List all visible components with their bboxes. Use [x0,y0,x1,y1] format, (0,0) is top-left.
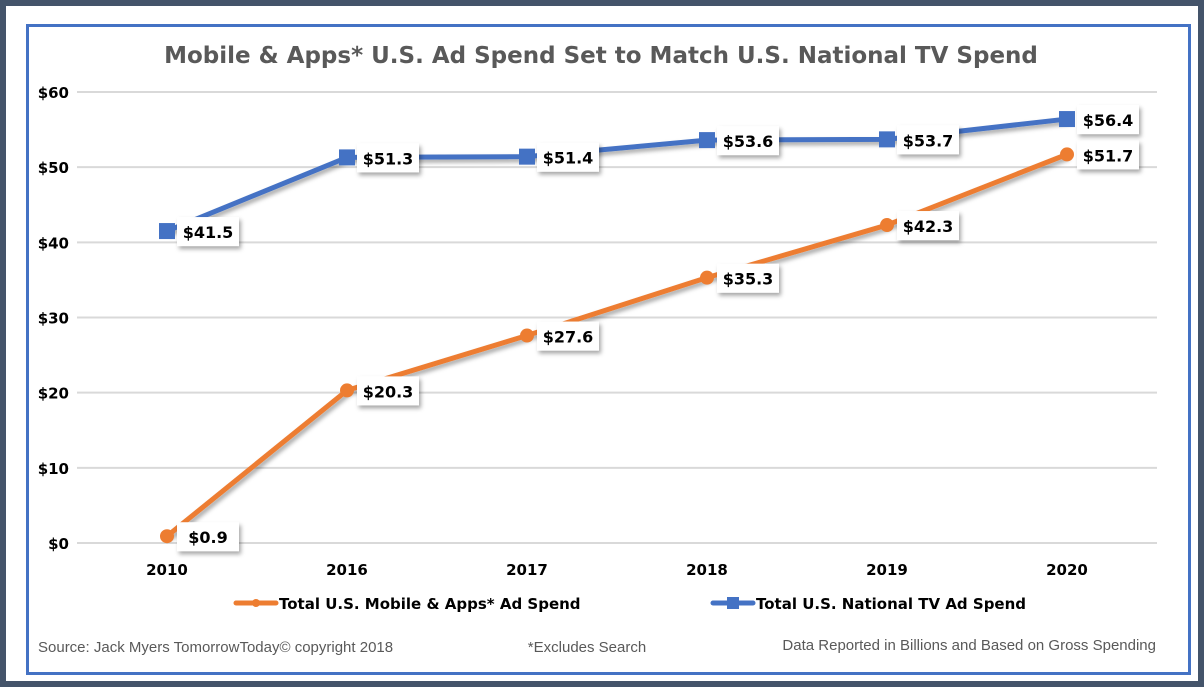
data-label-text: $53.6 [723,132,774,151]
series-mobile-apps [160,147,1074,544]
y-tick-label: $50 [38,159,69,177]
data-point-marker [699,132,715,149]
data-label: $0.9 [177,522,239,552]
data-point-marker [880,218,894,233]
x-tick-label: 2020 [1046,561,1088,579]
data-label-box [897,211,959,241]
chart-frame [26,24,1191,675]
data-label-text: $35.3 [723,270,774,289]
y-tick-label: $0 [48,535,69,553]
data-label-text: $41.5 [183,223,234,242]
page-background [6,6,1198,681]
data-label: $53.6 [717,126,779,156]
data-point-marker [879,131,895,148]
source-note: Source: Jack Myers TomorrowToday© copyri… [38,639,393,656]
legend-item: Total U.S. National TV Ad Spend [710,595,1026,613]
data-point-marker [700,270,714,285]
data-label: $56.4 [1077,105,1139,135]
legend-label: Total U.S. Mobile & Apps* Ad Spend [279,595,581,613]
data-label: $51.7 [1077,140,1139,170]
data-label-box [717,263,779,293]
chart-title: Mobile & Apps* U.S. Ad Spend Set to Matc… [164,43,1038,69]
data-label-box [177,522,239,552]
data-point-marker [1059,111,1075,128]
x-tick-label: 2019 [866,561,908,579]
data-point-marker [520,328,534,343]
data-label-text: $42.3 [903,217,954,236]
data-label: $53.7 [897,125,959,155]
data-label-text: $20.3 [363,382,414,401]
series-group [159,111,1075,544]
excludes-note: *Excludes Search [528,639,646,656]
data-label-text: $56.4 [1083,111,1134,130]
data-label-text: $53.7 [903,131,954,150]
y-tick-label: $10 [38,460,69,478]
data-label: $41.5 [177,217,239,247]
y-tick-label: $40 [38,234,69,252]
units-note: Data Reported in Billions and Based on G… [782,637,1156,654]
data-label-text: $0.9 [188,528,227,547]
data-label: $51.3 [357,143,419,173]
data-label-box [357,143,419,173]
x-axis-ticks: 2010 2016 2017 2018 2019 2020 [146,561,1088,579]
data-label-box [537,142,599,172]
y-tick-label: $20 [38,385,69,403]
y-tick-label: $60 [38,84,69,102]
x-tick-label: 2010 [146,561,188,579]
data-label: $35.3 [717,263,779,293]
legend-marker [252,599,260,607]
legend-label: Total U.S. National TV Ad Spend [756,595,1026,613]
data-label-box [357,376,419,406]
data-label-box [537,321,599,351]
data-label-text: $51.4 [543,149,594,168]
x-tick-label: 2017 [506,561,548,579]
data-point-marker [340,383,354,398]
data-label-text: $51.7 [1083,146,1134,165]
data-label-box [897,125,959,155]
data-label: $42.3 [897,211,959,241]
data-label-box [177,217,239,247]
data-label: $20.3 [357,376,419,406]
data-label: $51.4 [537,142,599,172]
y-tick-label: $30 [38,310,69,328]
data-point-marker [519,148,535,165]
data-point-marker [160,529,174,544]
gridlines [77,91,1157,544]
data-label-text: $27.6 [543,328,594,347]
legend: Total U.S. Mobile & Apps* Ad Spend Total … [233,595,1026,613]
data-label-box [717,126,779,156]
data-labels: $0.9 $20.3 $27.6 $35.3 $42.3 $51.7 $41.5 $51.3 $… [177,105,1139,552]
data-point-marker [1060,147,1074,162]
data-label-box [1077,140,1139,170]
y-axis-ticks: $0 $10 $20 $30 $40 $50 $60 [38,84,69,553]
data-point-marker [159,223,175,240]
data-label: $27.6 [537,321,599,351]
data-point-marker [339,149,355,166]
data-label-box [1077,105,1139,135]
x-tick-label: 2016 [326,561,368,579]
legend-item: Total U.S. Mobile & Apps* Ad Spend [233,595,581,613]
data-label-text: $51.3 [363,149,414,168]
x-tick-label: 2018 [686,561,728,579]
legend-marker [727,597,739,609]
